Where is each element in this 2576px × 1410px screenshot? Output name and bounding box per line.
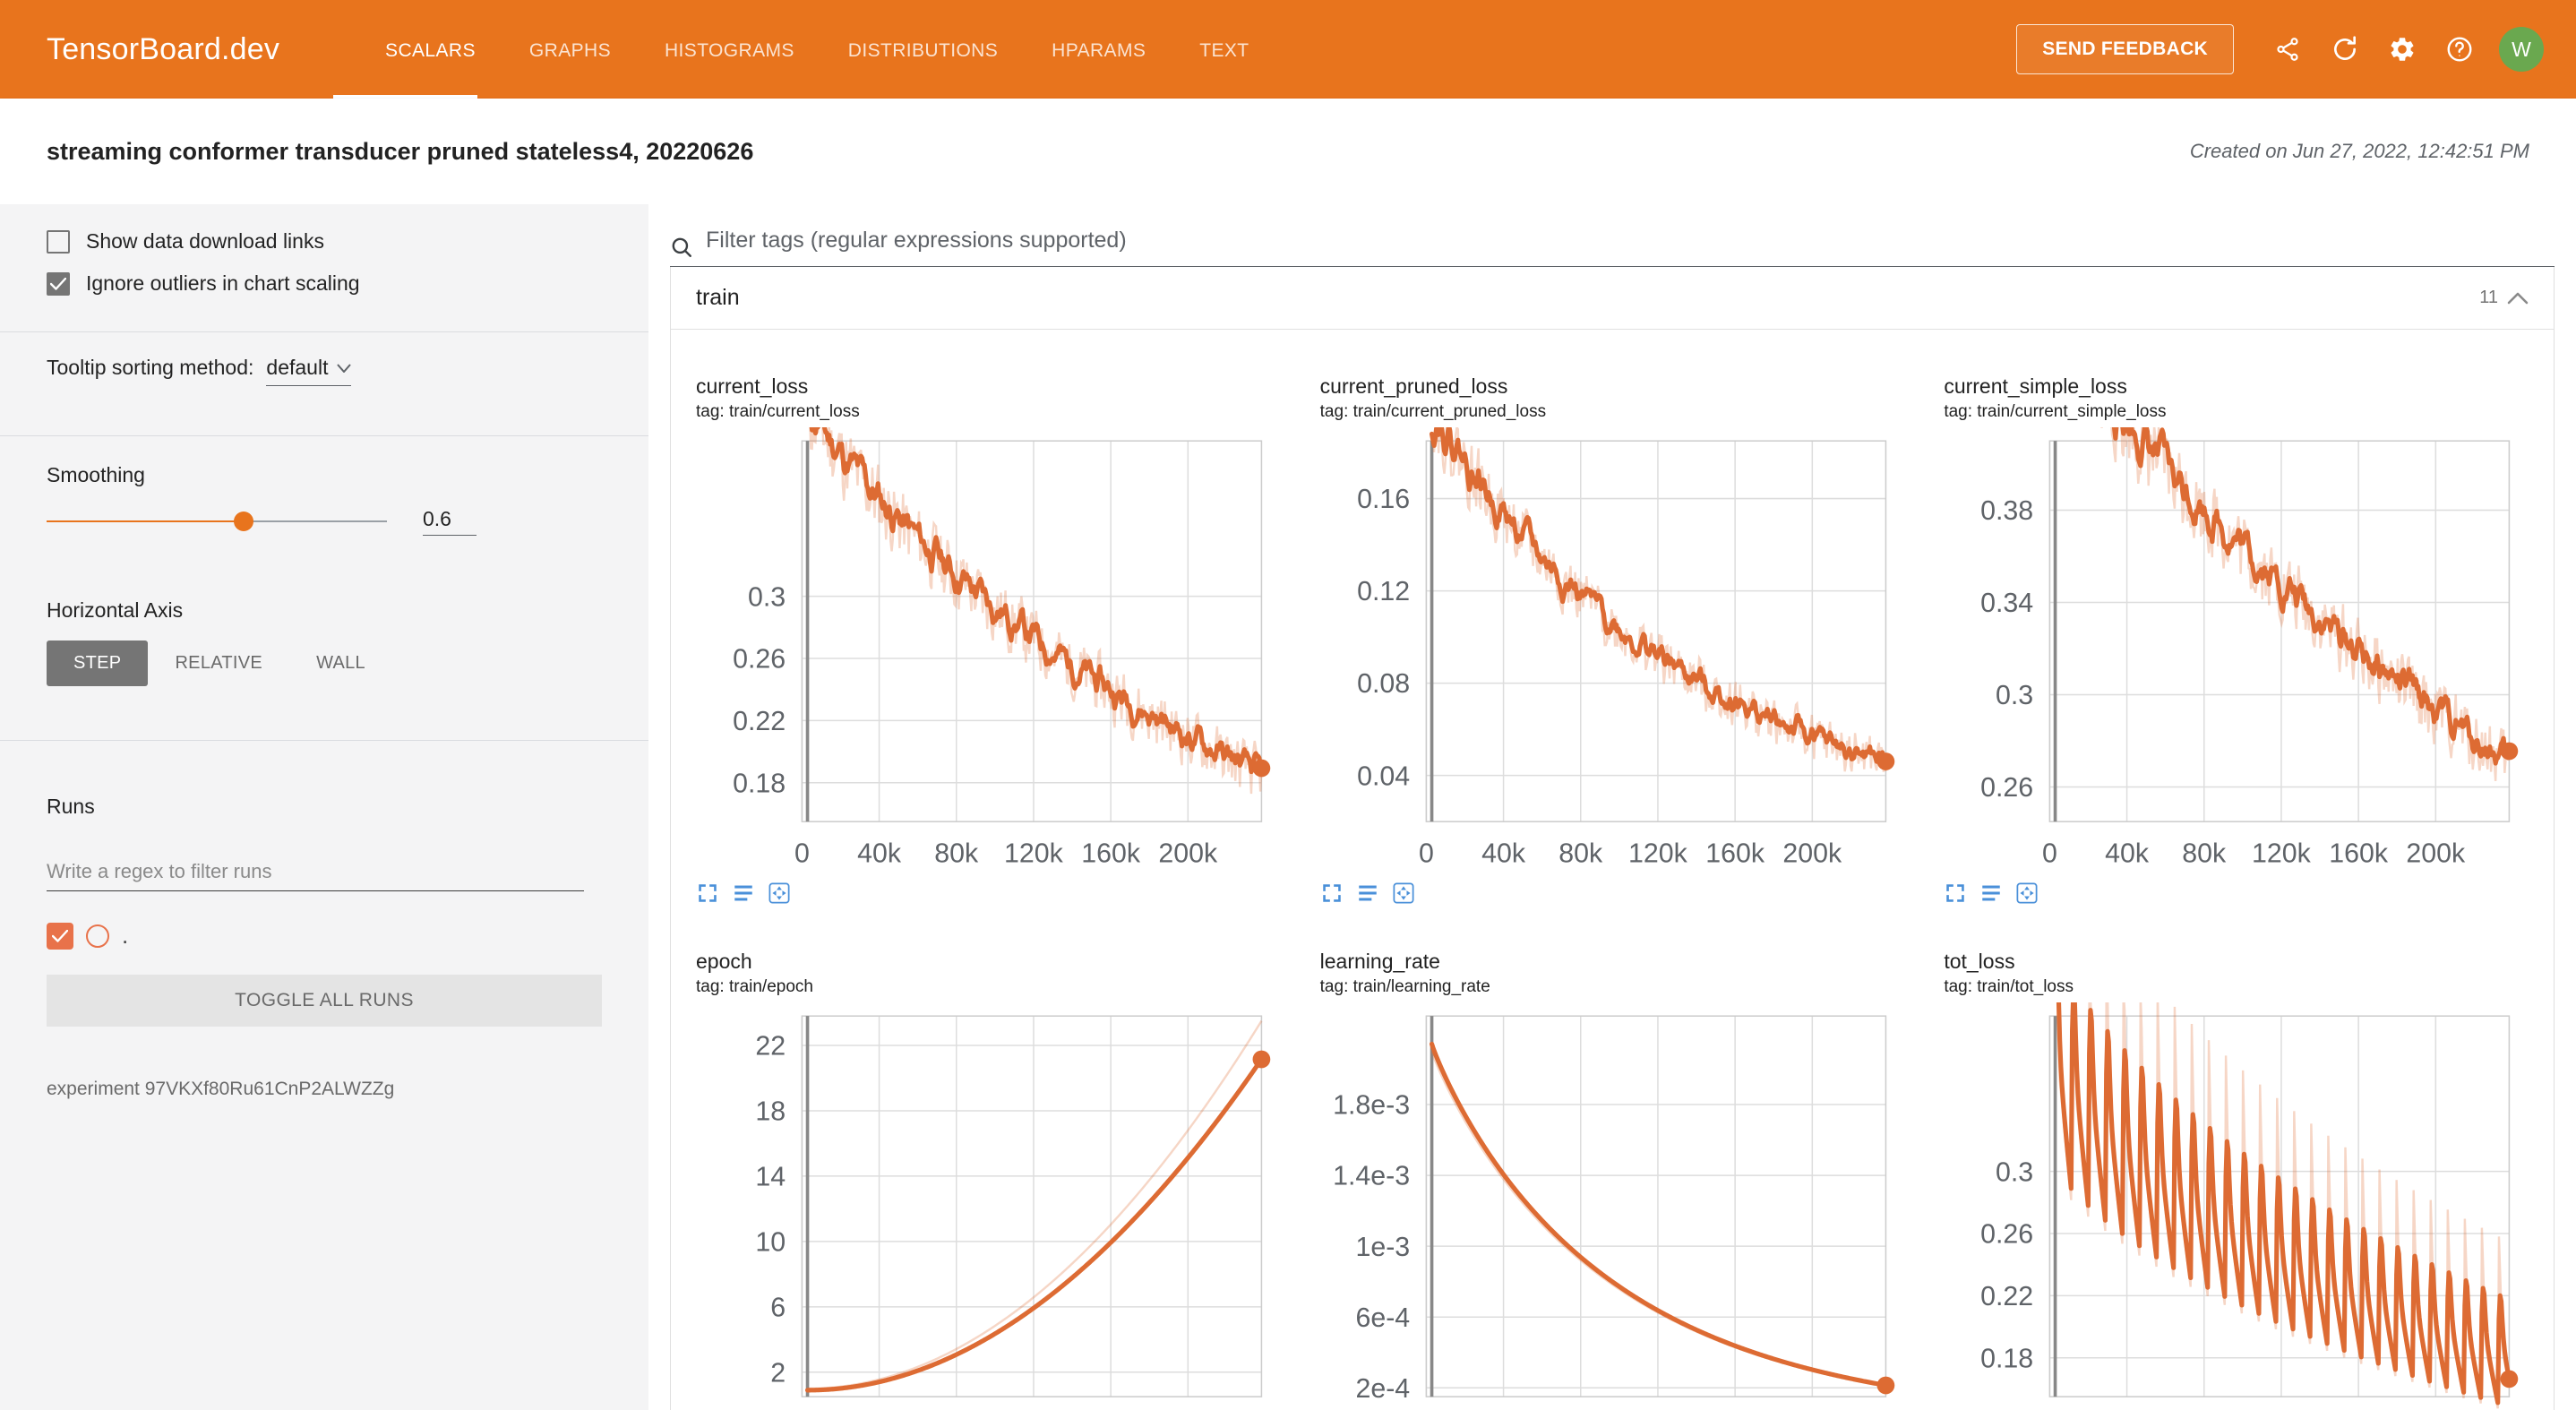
svg-text:120k: 120k: [2252, 839, 2312, 869]
svg-text:0.26: 0.26: [1980, 773, 2033, 803]
svg-text:0.38: 0.38: [1980, 496, 2033, 526]
svg-text:0: 0: [1419, 839, 1434, 869]
svg-text:200k: 200k: [1158, 839, 1218, 869]
svg-text:160k: 160k: [2330, 839, 2390, 869]
svg-text:0.26: 0.26: [1980, 1220, 2033, 1250]
svg-text:40k: 40k: [1481, 839, 1526, 869]
svg-text:40k: 40k: [2105, 839, 2150, 869]
svg-text:120k: 120k: [1004, 839, 1064, 869]
svg-text:0: 0: [2042, 839, 2057, 869]
svg-text:160k: 160k: [1705, 839, 1765, 869]
svg-text:0.22: 0.22: [733, 707, 786, 736]
svg-text:0.3: 0.3: [748, 582, 786, 612]
svg-text:0.22: 0.22: [1980, 1282, 2033, 1311]
svg-text:0.3: 0.3: [1996, 681, 2033, 710]
svg-text:2e-4: 2e-4: [1355, 1374, 1410, 1404]
svg-text:80k: 80k: [934, 839, 979, 869]
svg-text:10: 10: [755, 1227, 786, 1257]
svg-text:6: 6: [770, 1293, 786, 1322]
svg-text:0.3: 0.3: [1996, 1157, 2033, 1187]
svg-text:80k: 80k: [1558, 839, 1603, 869]
svg-text:14: 14: [755, 1162, 786, 1191]
svg-text:1e-3: 1e-3: [1355, 1233, 1410, 1262]
svg-text:0.04: 0.04: [1357, 761, 1410, 791]
svg-text:6e-4: 6e-4: [1355, 1303, 1410, 1333]
svg-text:200k: 200k: [1782, 839, 1842, 869]
svg-text:0.18: 0.18: [733, 769, 786, 798]
svg-text:18: 18: [755, 1096, 786, 1126]
svg-text:2: 2: [770, 1358, 786, 1388]
svg-text:160k: 160k: [1081, 839, 1141, 869]
svg-text:22: 22: [755, 1032, 786, 1062]
svg-text:40k: 40k: [857, 839, 902, 869]
svg-text:1.4e-3: 1.4e-3: [1333, 1162, 1410, 1191]
svg-text:120k: 120k: [1628, 839, 1688, 869]
svg-text:1.8e-3: 1.8e-3: [1333, 1091, 1410, 1121]
svg-text:0.18: 0.18: [1980, 1344, 2033, 1373]
svg-text:0.16: 0.16: [1357, 485, 1410, 514]
svg-text:80k: 80k: [2183, 839, 2228, 869]
svg-text:0.26: 0.26: [733, 645, 786, 675]
svg-text:0: 0: [794, 839, 810, 869]
svg-text:0.12: 0.12: [1357, 577, 1410, 606]
svg-text:0.34: 0.34: [1980, 589, 2033, 618]
svg-text:0.08: 0.08: [1357, 669, 1410, 699]
svg-text:200k: 200k: [2407, 839, 2467, 869]
